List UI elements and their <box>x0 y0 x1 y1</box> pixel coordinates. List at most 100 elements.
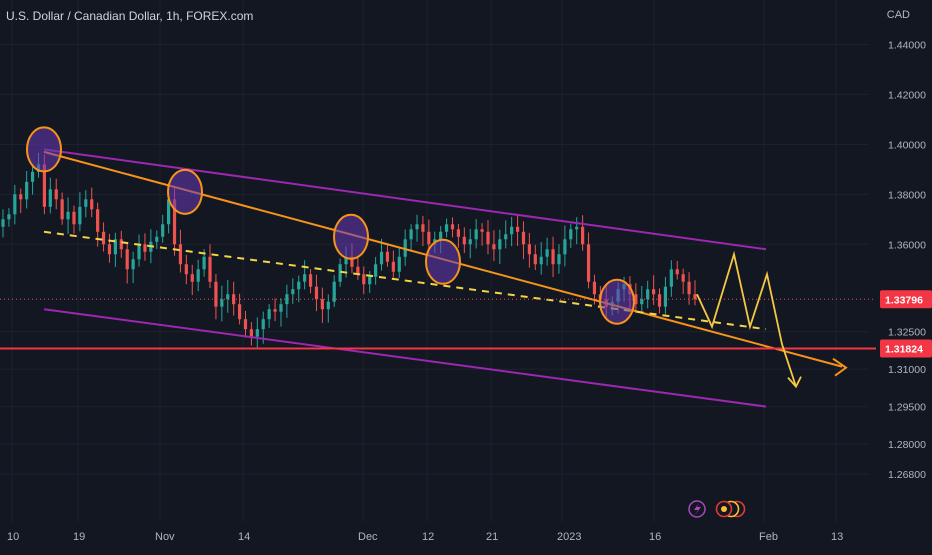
candle <box>391 250 395 278</box>
candle-body <box>669 269 673 287</box>
candle-body <box>515 226 520 232</box>
candle-body <box>498 239 502 250</box>
candle-body <box>427 231 431 245</box>
candle-body <box>125 249 129 270</box>
candle-body <box>155 236 159 242</box>
candle <box>232 281 236 316</box>
candle-body <box>362 274 366 285</box>
x-tick-label: 12 <box>422 531 434 543</box>
candle-body <box>72 211 76 225</box>
candle <box>486 220 490 255</box>
candle <box>663 276 668 315</box>
candle <box>634 283 638 314</box>
candle-body <box>285 294 289 305</box>
candle-body <box>172 199 177 245</box>
candle-body <box>255 329 259 337</box>
candle-body <box>119 239 123 250</box>
candle-body <box>592 281 597 295</box>
candle <box>249 322 254 346</box>
candle-body <box>96 209 100 232</box>
candle-body <box>30 171 35 182</box>
candle-body <box>397 256 401 272</box>
y-tick-label: 1.26800 <box>888 469 926 481</box>
currency-label: CAD <box>886 9 910 21</box>
candle-body <box>113 239 117 255</box>
candle-body <box>178 244 183 265</box>
candle <box>575 217 579 245</box>
candle <box>243 310 248 338</box>
x-tick-label: 14 <box>238 531 250 543</box>
event-icons[interactable] <box>688 500 746 518</box>
candle-body <box>25 181 29 200</box>
candle-body <box>385 251 390 262</box>
candle-body <box>379 251 384 265</box>
touch-circle <box>167 168 203 215</box>
candle <box>119 230 123 258</box>
x-tick-label: 19 <box>73 531 85 543</box>
candle-body <box>539 256 543 265</box>
candle <box>314 274 319 312</box>
projection-path <box>696 250 797 387</box>
candle-body <box>545 249 549 257</box>
candle <box>155 230 159 250</box>
candle-body <box>415 224 419 230</box>
candle <box>184 254 188 285</box>
candle <box>409 224 413 252</box>
candle <box>66 197 70 234</box>
candle <box>279 298 283 327</box>
candle-body <box>403 239 407 257</box>
candle <box>54 178 58 210</box>
candle-body <box>161 224 165 237</box>
candle <box>208 244 212 289</box>
candle <box>19 188 23 214</box>
x-tick-label: 16 <box>649 531 661 543</box>
event-flag-center <box>721 506 727 512</box>
economic-events-icon[interactable] <box>715 500 746 518</box>
candle <box>551 236 555 278</box>
candle <box>646 280 650 309</box>
candle-body <box>356 266 360 275</box>
candle-body <box>527 244 531 255</box>
candle-body <box>450 224 455 230</box>
candle-body <box>66 211 70 220</box>
x-tick-label: 10 <box>7 531 19 543</box>
candle <box>332 275 336 308</box>
drawings[interactable] <box>0 126 876 408</box>
candle-body <box>267 309 271 320</box>
lightning-icon-ring <box>688 500 706 518</box>
candle <box>379 238 384 271</box>
y-tick-label: 1.32500 <box>888 327 926 339</box>
candle <box>143 233 147 261</box>
candle <box>214 274 218 320</box>
candle <box>125 243 129 284</box>
candle-body <box>243 319 248 330</box>
candle <box>291 278 295 304</box>
candle-body <box>533 254 537 265</box>
candle <box>285 284 289 318</box>
candle-body <box>350 256 354 267</box>
candle <box>581 215 585 251</box>
candle-body <box>42 164 47 207</box>
candle-body <box>575 226 579 230</box>
candle <box>415 214 419 242</box>
candle <box>90 187 94 218</box>
candle <box>237 293 242 325</box>
candle <box>651 275 656 305</box>
candle-body <box>456 229 461 237</box>
lightning-icon[interactable] <box>688 500 706 518</box>
candle-body <box>48 189 52 207</box>
candle <box>456 223 461 248</box>
candle-body <box>492 244 496 250</box>
candle-body <box>557 254 561 265</box>
candle <box>504 220 508 249</box>
candle-body <box>581 226 585 245</box>
trendline-arrowhead <box>832 357 848 377</box>
candle <box>297 275 301 303</box>
candle-body <box>693 294 697 300</box>
y-tick-label: 1.29500 <box>888 402 926 414</box>
candle-body <box>303 274 307 282</box>
candle <box>669 260 673 297</box>
candle-body <box>687 281 691 295</box>
